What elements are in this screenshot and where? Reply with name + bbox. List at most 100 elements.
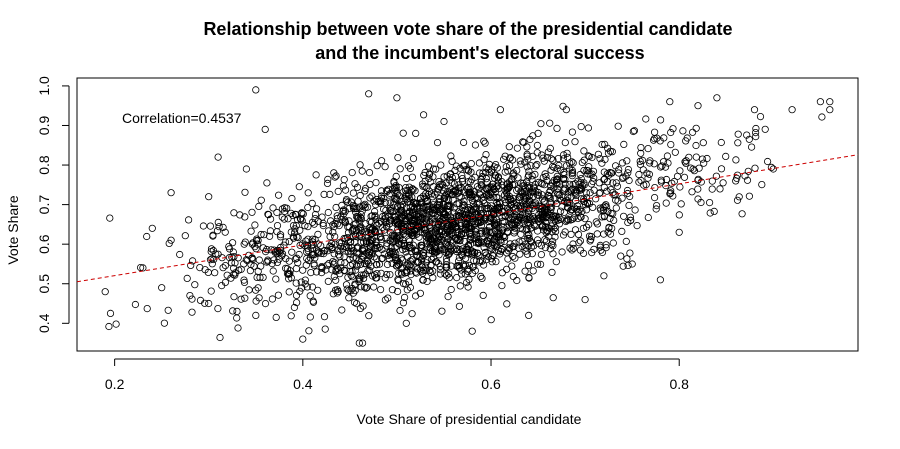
data-point xyxy=(240,276,248,284)
data-point xyxy=(603,187,611,195)
data-point xyxy=(406,198,414,206)
data-point xyxy=(348,284,356,293)
data-point xyxy=(188,295,196,303)
data-point xyxy=(524,198,533,206)
data-point xyxy=(252,297,260,305)
data-point xyxy=(604,228,612,236)
data-point xyxy=(498,281,506,290)
data-point xyxy=(703,154,711,163)
data-point xyxy=(618,159,627,167)
data-point xyxy=(406,164,414,173)
data-point xyxy=(346,247,355,255)
data-point xyxy=(619,262,627,270)
data-point xyxy=(553,175,562,183)
data-point xyxy=(494,174,502,182)
data-point xyxy=(348,244,356,252)
data-point xyxy=(189,257,197,265)
data-point xyxy=(486,229,495,237)
data-point xyxy=(338,306,346,314)
data-point xyxy=(299,335,307,343)
data-point xyxy=(592,195,600,203)
data-point xyxy=(525,171,533,179)
data-point xyxy=(657,176,665,184)
data-point xyxy=(406,237,414,245)
data-point xyxy=(580,195,588,203)
data-point xyxy=(298,240,306,248)
data-point xyxy=(567,216,575,224)
data-point xyxy=(404,186,412,195)
data-point xyxy=(569,181,577,189)
data-point xyxy=(360,283,369,291)
data-point xyxy=(394,220,402,228)
data-point xyxy=(407,270,415,279)
data-point xyxy=(751,164,759,172)
data-point xyxy=(466,193,474,201)
data-point xyxy=(418,199,426,207)
data-point xyxy=(389,239,397,247)
data-point xyxy=(269,267,277,275)
data-point xyxy=(587,235,595,243)
data-point xyxy=(370,283,378,291)
data-point xyxy=(519,138,527,146)
data-point xyxy=(363,283,371,291)
data-point xyxy=(664,159,672,167)
data-point xyxy=(424,202,432,210)
data-point xyxy=(578,158,586,167)
data-point xyxy=(590,186,598,194)
data-point xyxy=(515,216,523,224)
data-point xyxy=(561,139,569,147)
data-point xyxy=(533,141,542,149)
data-point xyxy=(230,293,238,301)
y-axis: 0.4 0.5 0.6 0.7 0.8 0.9 1.0 xyxy=(36,76,70,333)
data-point xyxy=(358,207,366,215)
data-point xyxy=(603,170,612,178)
data-point xyxy=(408,185,417,193)
data-point xyxy=(580,156,588,164)
data-point xyxy=(435,201,443,210)
data-point xyxy=(483,236,491,245)
data-point xyxy=(608,148,616,156)
data-point xyxy=(392,216,401,224)
data-point xyxy=(546,119,554,127)
data-point xyxy=(378,213,387,221)
data-point xyxy=(600,213,609,221)
data-point xyxy=(351,266,360,274)
data-point xyxy=(705,199,714,207)
data-point xyxy=(476,218,485,227)
data-point xyxy=(595,189,603,197)
data-point xyxy=(359,238,368,246)
data-point xyxy=(502,163,510,171)
data-point xyxy=(341,186,350,194)
y-tick-label: 0.5 xyxy=(36,274,52,294)
data-point xyxy=(600,272,608,280)
data-point xyxy=(602,201,610,209)
data-point xyxy=(595,179,603,187)
data-point xyxy=(688,128,697,136)
data-point xyxy=(577,175,585,183)
data-point xyxy=(344,236,352,244)
data-point xyxy=(353,213,362,221)
data-point xyxy=(381,274,389,282)
data-point xyxy=(561,228,569,236)
data-point xyxy=(752,133,760,141)
data-point xyxy=(356,225,364,233)
data-point xyxy=(565,199,574,207)
data-point xyxy=(105,322,113,331)
data-point xyxy=(708,177,716,185)
data-point xyxy=(543,226,551,234)
data-point xyxy=(309,240,317,249)
data-point xyxy=(563,149,571,157)
data-point xyxy=(379,205,388,213)
data-point xyxy=(515,238,523,246)
data-point xyxy=(521,196,529,204)
data-point xyxy=(259,244,267,252)
data-point xyxy=(460,198,468,206)
data-point xyxy=(481,139,489,147)
data-point xyxy=(498,269,506,277)
data-point xyxy=(695,164,703,172)
data-point xyxy=(445,222,453,230)
data-point xyxy=(682,159,690,167)
data-point xyxy=(212,250,220,258)
data-point xyxy=(342,196,351,204)
data-point xyxy=(676,183,684,191)
